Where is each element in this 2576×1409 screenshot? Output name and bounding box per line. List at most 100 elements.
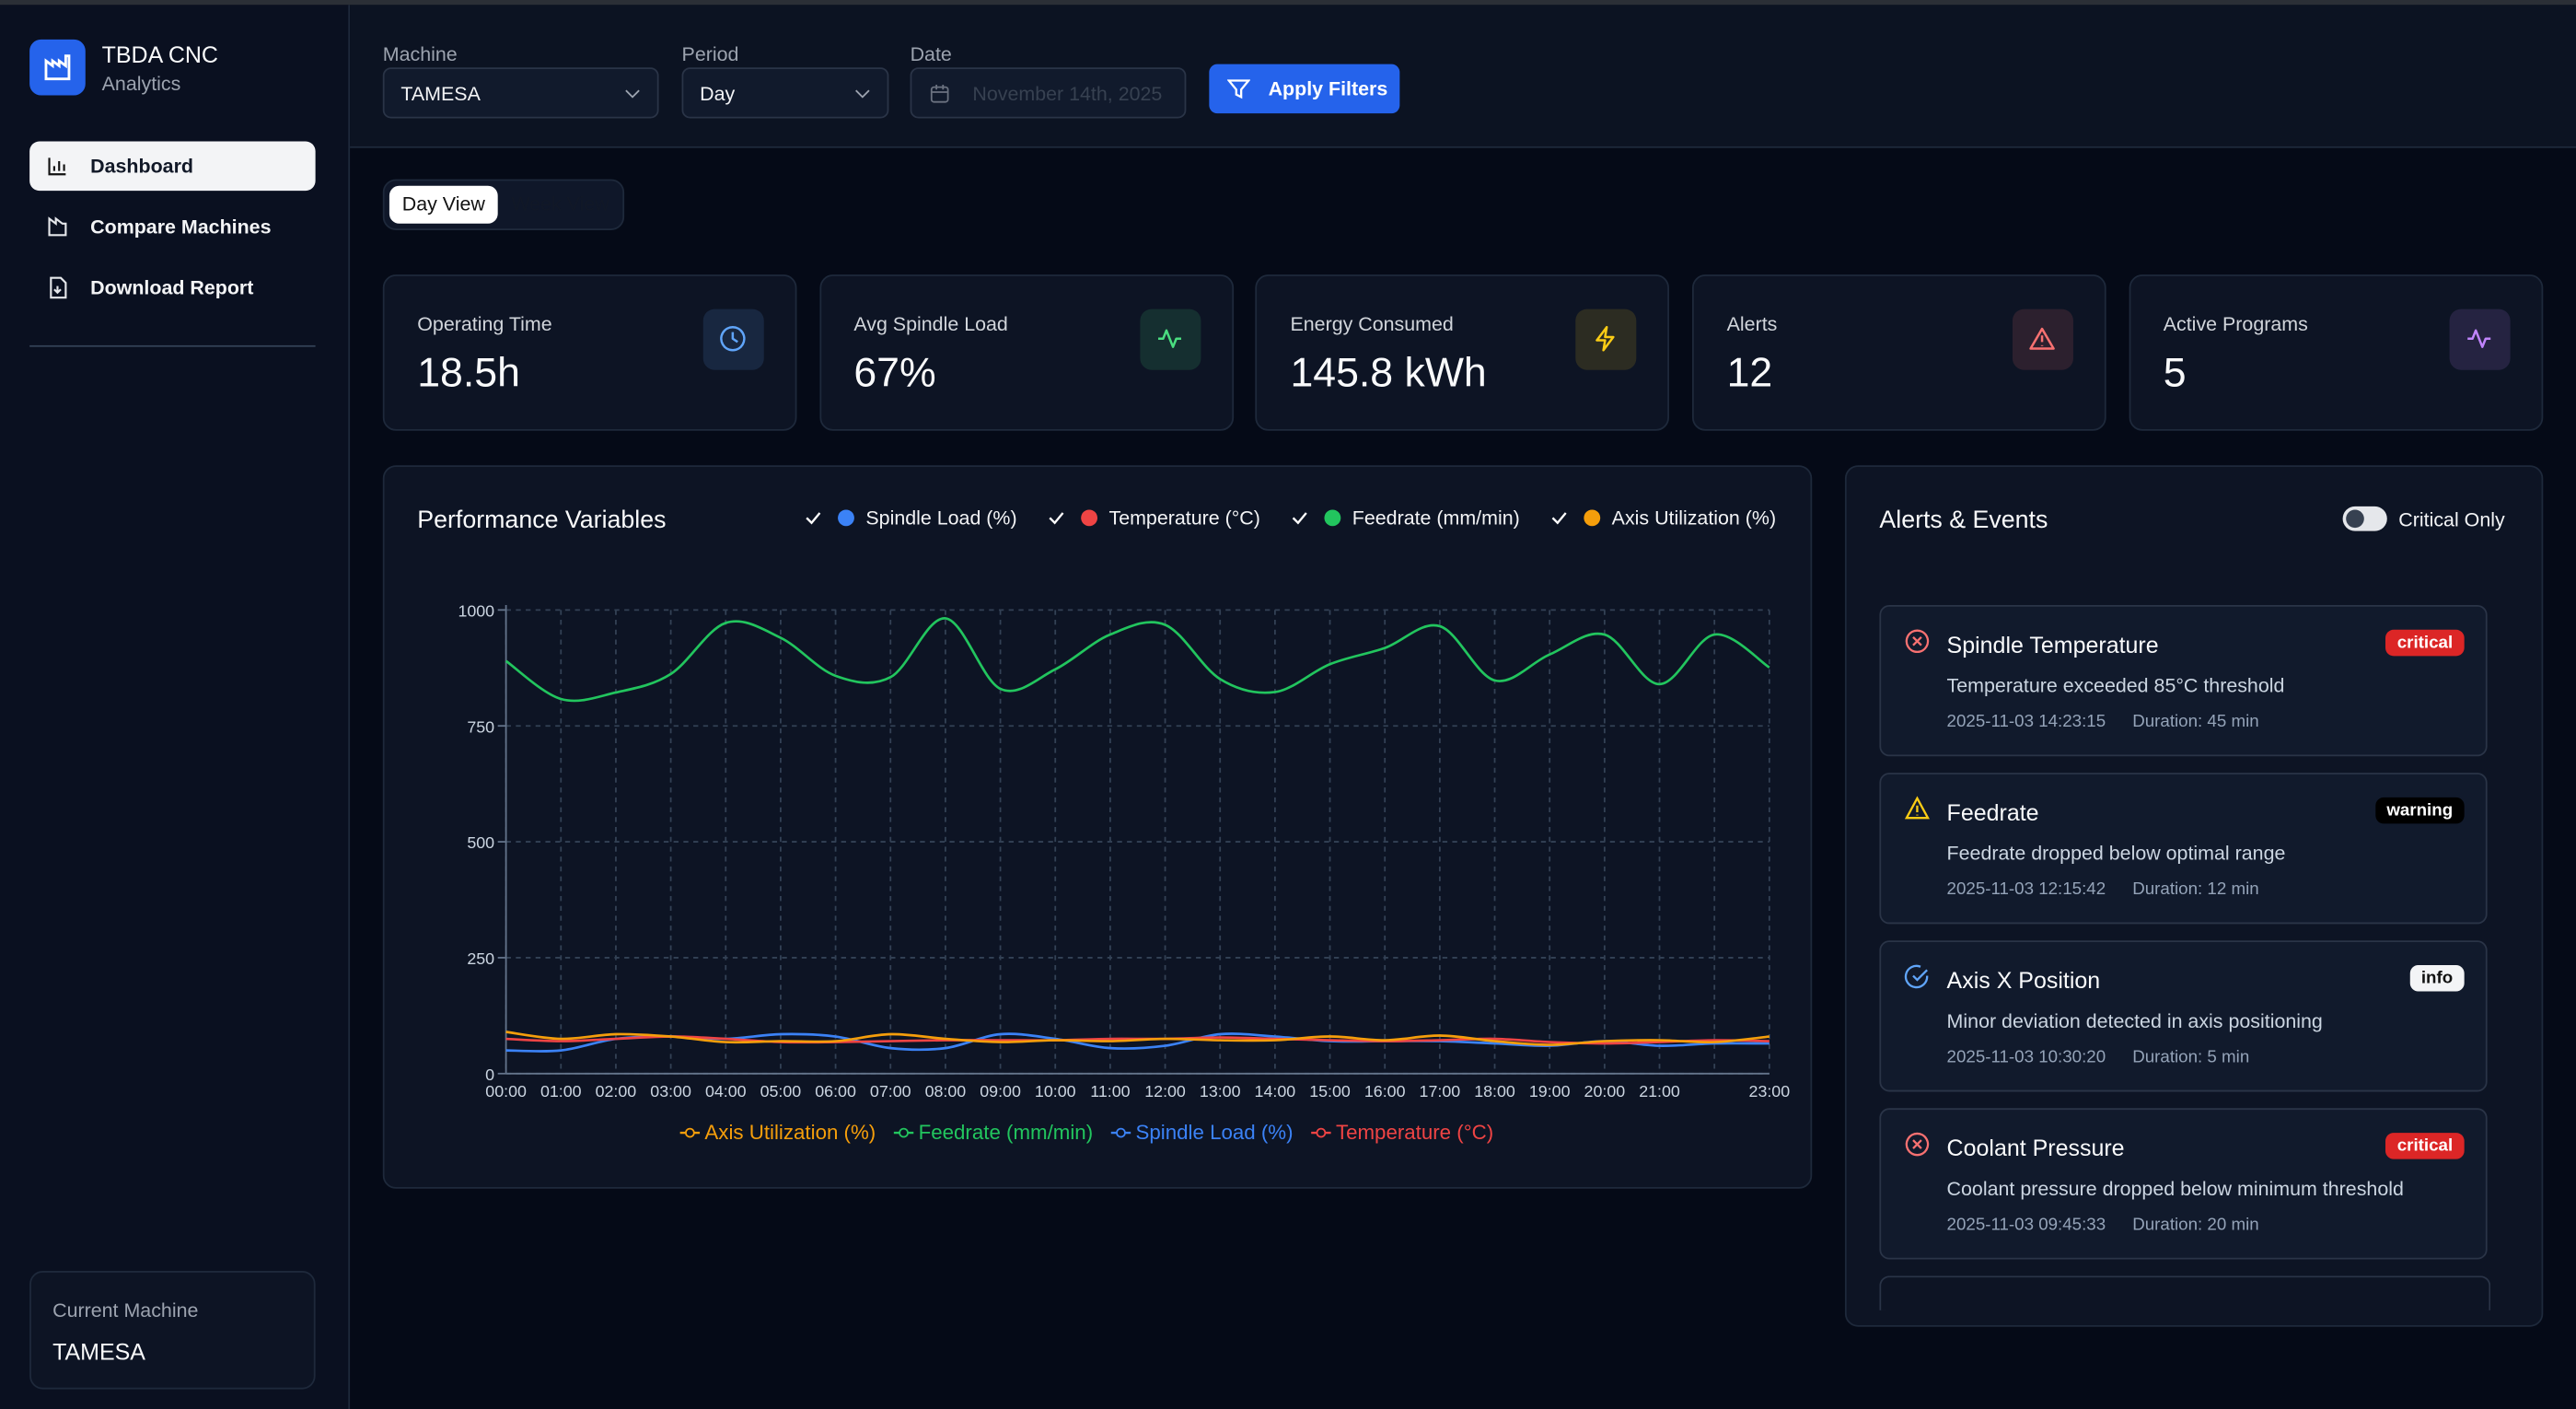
x-tick-label: 08:00	[925, 1082, 967, 1100]
apply-text: Apply Filters	[1268, 76, 1388, 100]
divider	[29, 344, 316, 347]
kpi-card: Avg Spindle Load 67%	[818, 274, 1234, 431]
kpi-label: Avg Spindle Load	[853, 312, 1008, 336]
y-tick-label: 250	[467, 949, 494, 968]
legend-check	[1551, 512, 1567, 525]
alert-item: Feedrate warning Feedrate dropped below op…	[1879, 773, 2488, 925]
kpi-icon	[702, 309, 764, 370]
kpi-icon	[1139, 309, 1201, 370]
bottom-legend-label: Axis Utilization (%)	[704, 1121, 876, 1144]
kpi-icon	[2449, 309, 2511, 370]
alert-time: 2025-11-03 12:15:42	[1946, 879, 2106, 900]
view-tabs: Day View Week View	[382, 179, 625, 230]
legend-swatch-dot	[1116, 1127, 1126, 1138]
toggle-label: Critical Only	[2398, 507, 2505, 531]
kpi-value: 67%	[853, 350, 936, 397]
series-line	[505, 1031, 1770, 1046]
x-tick-label: 07:00	[870, 1082, 911, 1100]
x-tick-label: 06:00	[815, 1082, 856, 1100]
x-tick-label: 13:00	[1200, 1082, 1241, 1100]
bottom-legend-label: Temperature (°C)	[1336, 1121, 1493, 1144]
kpi-icon	[1575, 309, 1637, 370]
alert-badge: critical	[2385, 629, 2465, 657]
brand-subtitle: Analytics	[101, 72, 181, 96]
tab[interactable]: Week View	[511, 192, 609, 215]
alert-title: Axis X Position	[1946, 966, 2101, 994]
legend-check	[1292, 512, 1307, 525]
kpi-value: 18.5h	[417, 350, 520, 397]
kpi-glyph	[1157, 329, 1181, 348]
chart-card: Performance Variables	[382, 465, 1813, 1189]
x-tick-label: 23:00	[1749, 1082, 1791, 1100]
nav-item[interactable]: Download Report	[29, 263, 315, 313]
alert-title: Coolant Pressure	[1946, 1134, 2125, 1161]
filter-bar: Machine TAMESA Period Day Date November …	[350, 5, 2576, 148]
y-tick-label: 750	[467, 717, 494, 736]
alert-icon	[1905, 1132, 1930, 1157]
period-select[interactable]: Day	[681, 67, 889, 119]
kpi-glyph	[720, 326, 746, 352]
nav-label: Download Report	[90, 275, 254, 299]
nav-item[interactable]: Dashboard	[29, 141, 316, 192]
alert-time: 2025-11-03 10:30:20	[1946, 1047, 2106, 1067]
x-tick-label: 21:00	[1639, 1082, 1680, 1100]
alert-title: Spindle Temperature	[1946, 631, 2159, 658]
alert-time: 2025-11-03 09:45:33	[1946, 1215, 2106, 1235]
legend-swatch-dot	[685, 1127, 695, 1138]
x-tick-label: 14:00	[1255, 1082, 1296, 1100]
y-tick-label: 500	[467, 833, 494, 852]
chart: 0 250 500 750 1000 00:00 01:00 02:00 03:00 04:00 0…	[458, 507, 1791, 1145]
x-tick-label: 12:00	[1144, 1082, 1186, 1100]
legend-check	[806, 512, 821, 525]
current-label: Current Machine	[52, 1298, 199, 1322]
machine-label: Machine	[382, 42, 458, 66]
kpi-icon	[2013, 309, 2074, 370]
legend-label: Spindle Load (%)	[865, 507, 1016, 530]
alert-duration: Duration: 45 min	[2132, 712, 2259, 732]
apply-button[interactable]: Apply Filters	[1209, 64, 1400, 114]
alert-title: Feedrate	[1946, 798, 2039, 826]
kpi-card: Alerts 12	[1692, 274, 2106, 431]
alert-time: 2025-11-03 14:23:15	[1946, 712, 2106, 732]
legend-dot	[1324, 509, 1341, 527]
alert-badge: info	[2409, 964, 2465, 992]
chart-title: Performance Variables	[417, 506, 667, 535]
current-value: TAMESA	[52, 1338, 145, 1365]
alert-description: Coolant pressure dropped below minimum t…	[1946, 1177, 2404, 1201]
nav-item[interactable]: Compare Machines	[29, 203, 315, 252]
nav-label: Dashboard	[90, 154, 194, 178]
legend-check	[1049, 512, 1064, 525]
toggle[interactable]	[2342, 506, 2387, 531]
legend-label: Temperature (°C)	[1109, 507, 1260, 530]
legend-dot	[1081, 509, 1098, 527]
kpi-value: 145.8 kWh	[1290, 350, 1487, 397]
nav-icon	[48, 216, 67, 237]
alert-duration: Duration: 12 min	[2132, 879, 2259, 900]
alert-icon	[1904, 796, 1930, 820]
alerts-card: Alerts & Events Critical Only Spindle Te…	[1844, 465, 2544, 1327]
y-tick-label: 0	[485, 1065, 494, 1084]
x-tick-label: 18:00	[1474, 1082, 1515, 1100]
alerts-title: Alerts & Events	[1879, 506, 2048, 535]
date-value: November 14th, 2025	[972, 82, 1163, 106]
alert-badge: critical	[2385, 1133, 2465, 1159]
x-tick-label: 00:00	[485, 1082, 527, 1100]
x-tick-label: 15:00	[1309, 1082, 1351, 1100]
alert-description: Temperature exceeded 85°C threshold	[1946, 673, 2285, 697]
x-tick-label: 04:00	[705, 1082, 747, 1100]
alert-item: Axis X Position info Minor deviation detec…	[1879, 940, 2488, 1092]
y-tick-label: 1000	[458, 601, 494, 620]
x-tick-label: 03:00	[650, 1082, 691, 1100]
bottom-legend-label: Feedrate (mm/min)	[919, 1121, 1094, 1144]
date-picker[interactable]: November 14th, 2025	[910, 67, 1187, 119]
x-tick-label: 20:00	[1584, 1082, 1626, 1100]
brand: TBDA CNC	[101, 41, 218, 68]
machine-value: TAMESA	[400, 82, 481, 106]
alert-duration: Duration: 5 min	[2132, 1047, 2250, 1067]
period-value: Day	[700, 82, 736, 106]
tab-active[interactable]: Day View	[389, 185, 498, 224]
x-tick-label: 17:00	[1420, 1082, 1461, 1100]
alert-icon	[1905, 629, 1930, 654]
machine-select[interactable]: TAMESA	[382, 67, 659, 119]
